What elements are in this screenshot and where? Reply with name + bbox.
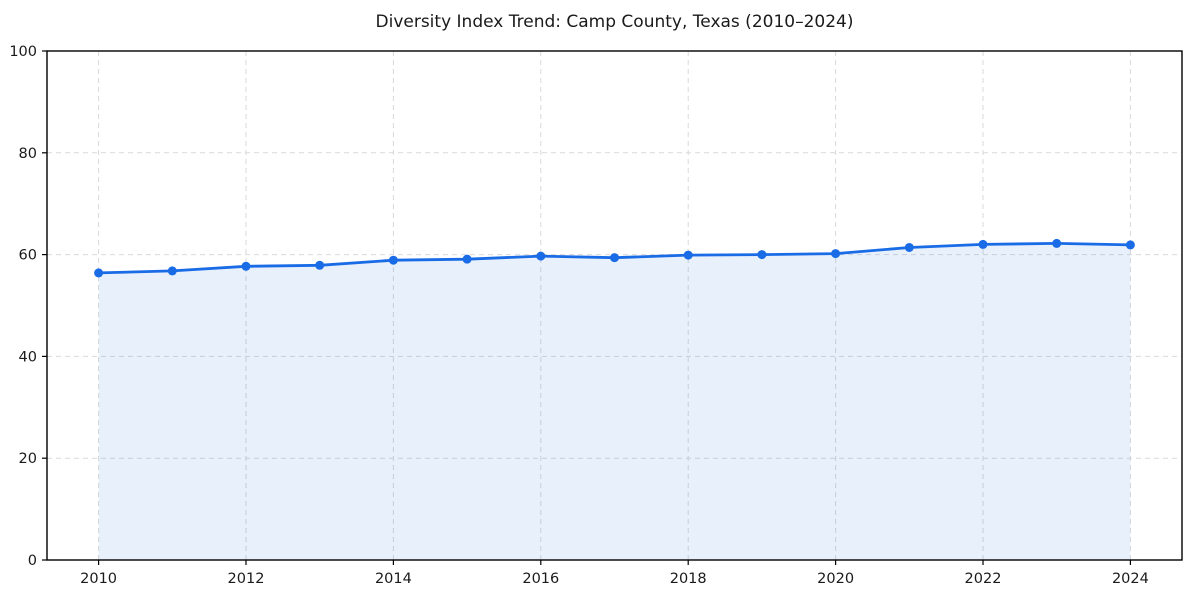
data-point-2015: [462, 254, 472, 264]
data-point-2021: [904, 242, 914, 252]
x-tick-label: 2016: [522, 571, 559, 587]
data-point-2011: [167, 266, 177, 276]
y-tick-label: 20: [19, 451, 37, 467]
x-tick-label: 2012: [228, 571, 265, 587]
x-tick-label: 2020: [817, 571, 854, 587]
plot-border: [46, 50, 1183, 561]
x-tick-label: 2010: [80, 571, 117, 587]
y-tick-label: 40: [19, 349, 37, 365]
data-point-2016: [536, 251, 546, 261]
x-tick-label: 2024: [1112, 571, 1149, 587]
x-tick-label: 2022: [965, 571, 1002, 587]
x-tick-label: 2014: [375, 571, 412, 587]
data-point-2022: [978, 239, 988, 249]
data-point-2013: [315, 260, 325, 270]
chart-title: Diversity Index Trend: Camp County, Texa…: [375, 12, 854, 32]
data-point-2014: [388, 255, 398, 265]
data-point-2017: [610, 253, 619, 263]
data-point-2020: [831, 249, 841, 259]
data-point-2023: [1052, 238, 1062, 248]
y-tick-label: 80: [19, 146, 37, 162]
y-tick-label: 100: [9, 44, 37, 60]
y-tick-label: 60: [19, 248, 37, 264]
x-tick-label: 2018: [670, 571, 707, 587]
data-point-2012: [241, 261, 251, 271]
data-point-2010: [94, 268, 104, 278]
y-tick-label: 0: [28, 553, 37, 569]
data-point-2019: [757, 250, 767, 260]
data-point-2018: [683, 250, 693, 260]
data-point-2024: [1125, 240, 1135, 250]
area-fill: [98, 243, 1131, 560]
